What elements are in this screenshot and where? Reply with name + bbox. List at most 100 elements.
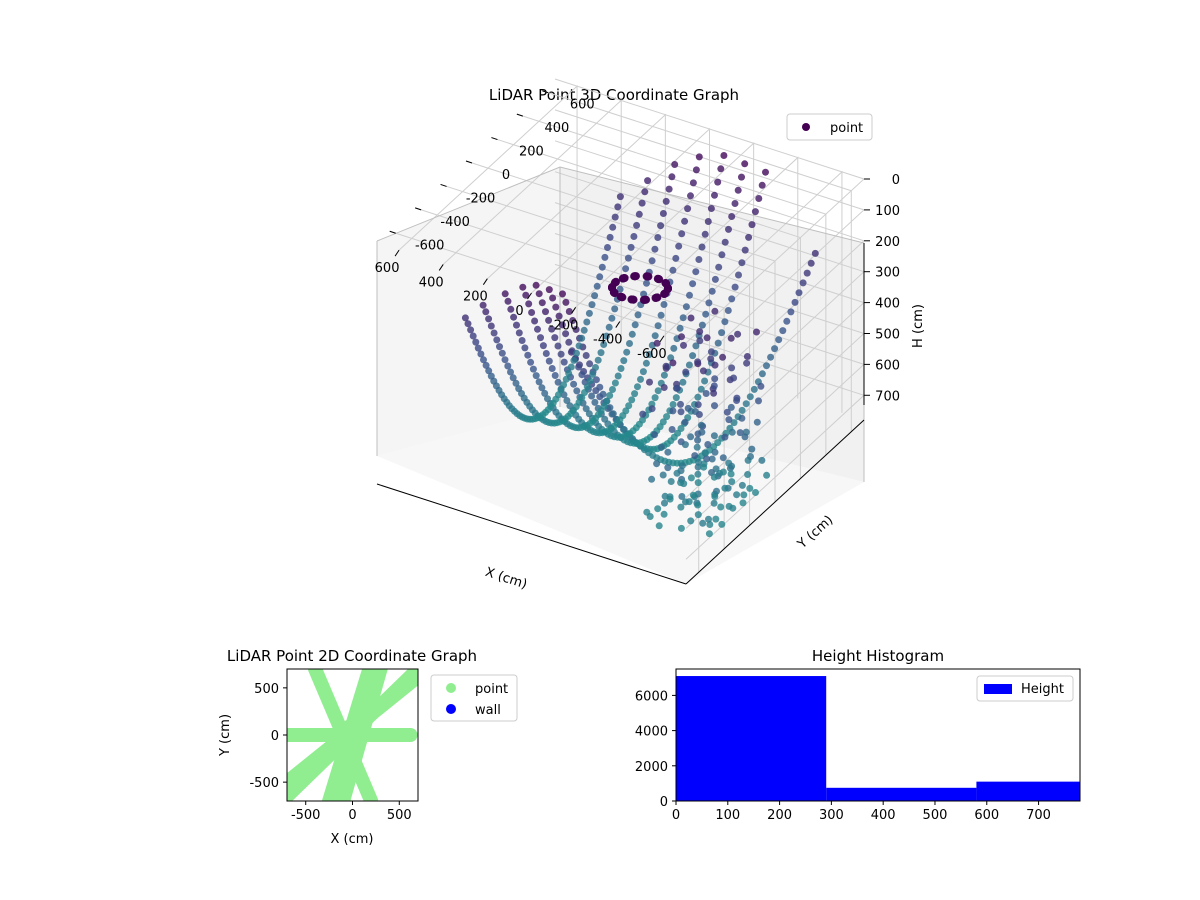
data-point [667,478,675,485]
data-point [718,520,726,528]
data-point [539,342,547,350]
data-point [623,348,631,356]
data-point [557,350,565,358]
data-point [572,326,580,333]
data-point [479,301,487,309]
data-point [697,421,705,429]
data-point [708,455,716,463]
data-point [702,310,710,318]
data-point [779,327,787,335]
data-point [725,459,733,467]
data-point [648,257,656,265]
data-point [588,301,596,309]
x-axis-label-3d: X (cm) [483,565,529,593]
data-point [477,350,485,358]
data-point [631,390,639,398]
data-point [711,275,719,283]
data-point [763,362,770,370]
data-point [692,268,700,276]
data-point [592,376,600,384]
data-point [689,352,697,360]
data-point [644,177,652,185]
x-tick-3d: 200 [463,290,488,305]
data-point [682,368,690,376]
data-point [696,328,704,335]
data-point [651,245,659,253]
data-point [678,462,686,470]
point-cloud [461,152,819,538]
z-tick-3d: 300 [875,266,900,281]
data-point [535,290,543,298]
data-point [639,295,648,304]
data-point [589,370,597,378]
data-point [727,334,735,342]
data-point [677,408,685,416]
data-point [616,292,625,301]
data-point [753,328,760,336]
z-tick-3d: 0 [892,173,900,188]
data-point [627,295,636,304]
data-point [763,471,771,479]
data-point [601,253,609,261]
data-point [698,243,706,251]
data-point [679,314,687,322]
legend-2d-wall-label: wall [475,703,501,718]
data-point [645,351,653,358]
data-point [644,272,653,281]
data-point [654,387,662,395]
data-point [585,410,593,418]
data-point [487,372,495,380]
data-point [687,433,695,441]
data-point [714,178,722,186]
legend-histogram-swatch [984,684,1012,694]
data-point [582,405,590,413]
data-point [724,307,732,314]
data-point [464,320,472,328]
data-point [670,344,678,352]
data-point [634,311,642,319]
data-point [733,397,741,404]
data-point [513,321,520,329]
data-point [735,271,742,279]
data-point [701,230,709,238]
data-point [672,384,680,392]
data-point [549,294,557,302]
data-point [578,371,586,379]
data-point [694,479,702,487]
data-point [544,395,551,403]
data-point [591,292,599,300]
data-point [719,468,727,476]
data-point [711,191,718,199]
data-point [711,307,719,315]
data-point [669,359,677,367]
data-point [532,372,540,380]
data-point [596,273,604,281]
data-point [721,433,729,441]
histogram-bars [676,676,1080,801]
y-tick-2d: 0 [271,729,279,744]
data-point [537,334,544,342]
data-point [606,233,614,241]
data-point [582,352,590,359]
data-point [694,511,702,519]
data-point [791,298,799,306]
data-point [710,499,718,507]
data-point [583,318,591,326]
data-point [717,165,725,173]
data-point [758,370,766,378]
data-point [518,337,526,344]
data-point [648,405,656,413]
data-point [694,358,702,366]
data-point [803,269,811,277]
data-point [711,361,719,369]
data-point [658,443,665,451]
legend-histogram-label: Height [1021,682,1064,697]
data-point [718,251,726,259]
data-point [632,272,640,281]
data-point [675,242,683,250]
data-point [654,322,662,330]
data-point [660,510,668,518]
data-point [731,200,739,207]
data-point [681,217,689,225]
data-point [624,254,632,262]
